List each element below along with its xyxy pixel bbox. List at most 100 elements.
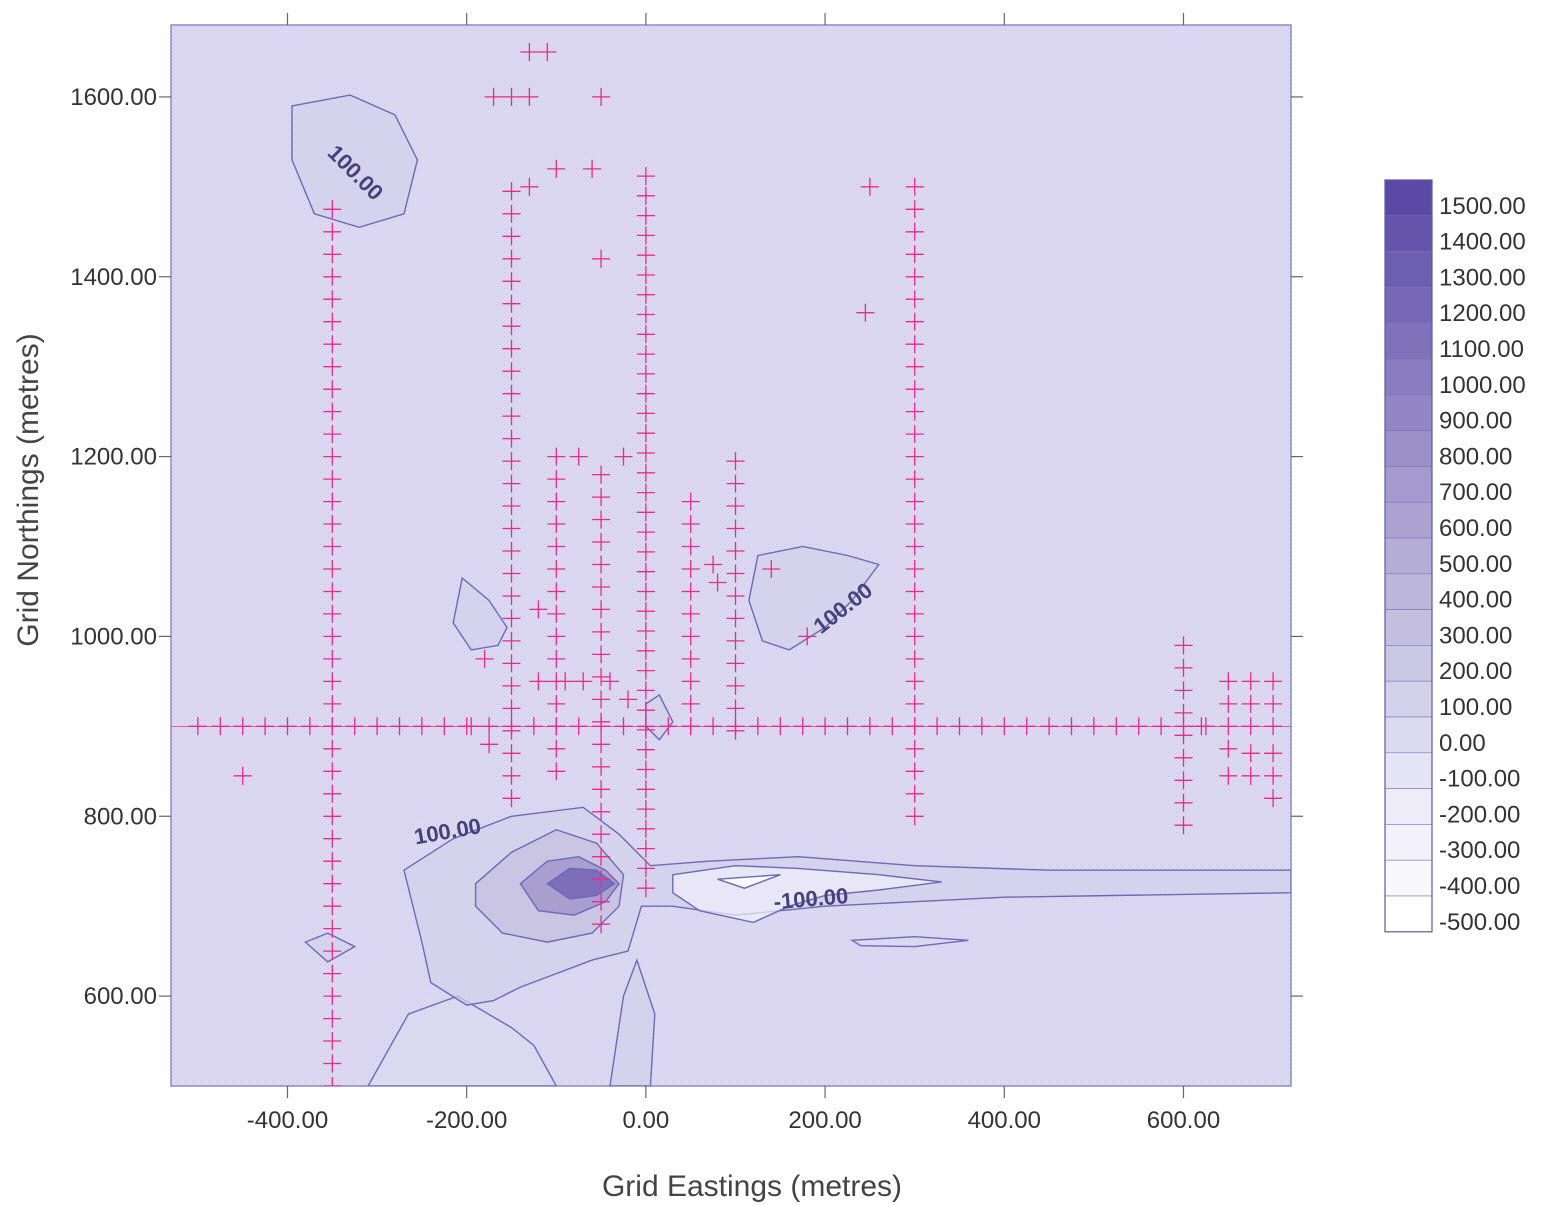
survey-station-201 <box>1174 658 1193 677</box>
survey-station-168 <box>905 739 924 758</box>
survey-station-10 <box>323 852 342 871</box>
survey-station-71 <box>547 694 566 713</box>
legend-label-20: -500.00 <box>1439 909 1520 936</box>
legend-swatch-5 <box>1384 358 1433 396</box>
survey-station-4 <box>323 987 342 1006</box>
survey-station-14 <box>323 762 342 781</box>
survey-station-22 <box>323 582 342 601</box>
survey-station-274 <box>704 555 723 574</box>
survey-station-135 <box>636 266 655 284</box>
survey-station-11 <box>323 829 342 848</box>
survey-station-184 <box>905 380 924 399</box>
survey-station-94 <box>592 667 611 686</box>
survey-station-253 <box>475 649 494 668</box>
survey-station-143 <box>681 672 700 691</box>
survey-station-279 <box>798 627 817 646</box>
survey-station-136 <box>636 246 655 265</box>
survey-station-258 <box>619 690 637 709</box>
survey-station-186 <box>905 335 924 354</box>
legend-label-15: 0.00 <box>1439 730 1486 757</box>
legend-frame <box>1384 179 1433 933</box>
survey-station-266 <box>520 87 539 106</box>
legend-swatch-17 <box>1384 788 1433 825</box>
survey-station-24 <box>323 537 342 556</box>
legend-swatch-18 <box>1384 824 1433 861</box>
survey-station-45 <box>502 676 521 695</box>
survey-station-34 <box>323 312 342 331</box>
survey-station-60 <box>502 339 521 358</box>
survey-station-200 <box>1174 681 1193 700</box>
survey-station-291 <box>1264 766 1283 785</box>
survey-station-173 <box>905 627 924 646</box>
survey-station-171 <box>905 672 924 691</box>
survey-station-21 <box>323 604 342 623</box>
survey-station-50 <box>502 564 521 583</box>
survey-station-111 <box>636 740 655 759</box>
survey-station-144 <box>681 649 700 668</box>
survey-station-286 <box>1219 739 1238 758</box>
survey-station-63 <box>502 272 521 291</box>
survey-station-139 <box>636 186 655 205</box>
survey-station-113 <box>636 701 655 720</box>
x-tick-label-5: 600.00 <box>1147 1107 1220 1134</box>
survey-station-55 <box>502 452 521 471</box>
survey-station-155 <box>726 654 745 673</box>
legend-label-9: 600.00 <box>1439 515 1512 542</box>
survey-station-80 <box>547 492 566 511</box>
survey-station-105 <box>636 859 655 878</box>
x-tick-label-4: 400.00 <box>968 1107 1041 1134</box>
survey-station-154 <box>726 676 745 695</box>
survey-station-271 <box>592 249 611 268</box>
survey-station-268 <box>547 159 566 178</box>
survey-station-178 <box>905 515 924 533</box>
survey-station-257 <box>601 672 619 691</box>
survey-station-194 <box>1174 816 1193 835</box>
survey-station-78 <box>547 537 566 556</box>
survey-station-47 <box>502 631 521 650</box>
contour-line-3 <box>748 545 880 651</box>
survey-station-23 <box>323 560 342 578</box>
survey-station-81 <box>547 470 566 489</box>
survey-station-0 <box>323 1077 342 1086</box>
survey-station-89 <box>592 780 611 799</box>
survey-station-127 <box>636 424 655 443</box>
survey-station-163 <box>726 474 745 493</box>
survey-station-285 <box>1264 694 1283 713</box>
survey-station-77 <box>547 560 566 578</box>
survey-station-6 <box>323 942 342 961</box>
survey-station-281 <box>1241 672 1260 691</box>
survey-station-85 <box>592 870 611 889</box>
survey-station-98 <box>592 578 611 596</box>
survey-station-121 <box>636 542 655 561</box>
survey-station-17 <box>323 694 342 713</box>
survey-station-176 <box>905 560 924 578</box>
y-tick-label-4: 1400.00 <box>70 264 157 291</box>
legend-label-3: 1200.00 <box>1439 300 1526 327</box>
contour-line-1 <box>367 995 558 1086</box>
survey-station-126 <box>636 444 655 462</box>
survey-station-165 <box>905 807 924 826</box>
survey-station-9 <box>323 874 342 893</box>
survey-station-73 <box>547 649 566 668</box>
survey-station-146 <box>681 604 700 623</box>
survey-station-283 <box>1219 694 1238 713</box>
survey-station-128 <box>636 404 655 423</box>
survey-station-115 <box>636 661 655 680</box>
survey-station-106 <box>636 839 655 858</box>
survey-station-110 <box>636 760 655 779</box>
survey-station-149 <box>681 537 700 556</box>
survey-station-75 <box>547 604 566 623</box>
legend-label-19: -400.00 <box>1439 873 1520 900</box>
survey-station-93 <box>592 690 611 709</box>
survey-station-37 <box>323 245 342 264</box>
legend-swatch-14 <box>1384 680 1433 718</box>
survey-station-41 <box>502 766 521 785</box>
survey-station-2 <box>323 1032 342 1050</box>
legend-swatch-15 <box>1384 716 1433 754</box>
survey-station-267 <box>592 87 611 106</box>
survey-station-177 <box>905 537 924 556</box>
survey-station-48 <box>502 609 521 628</box>
survey-station-90 <box>592 757 611 776</box>
survey-station-96 <box>592 622 611 641</box>
